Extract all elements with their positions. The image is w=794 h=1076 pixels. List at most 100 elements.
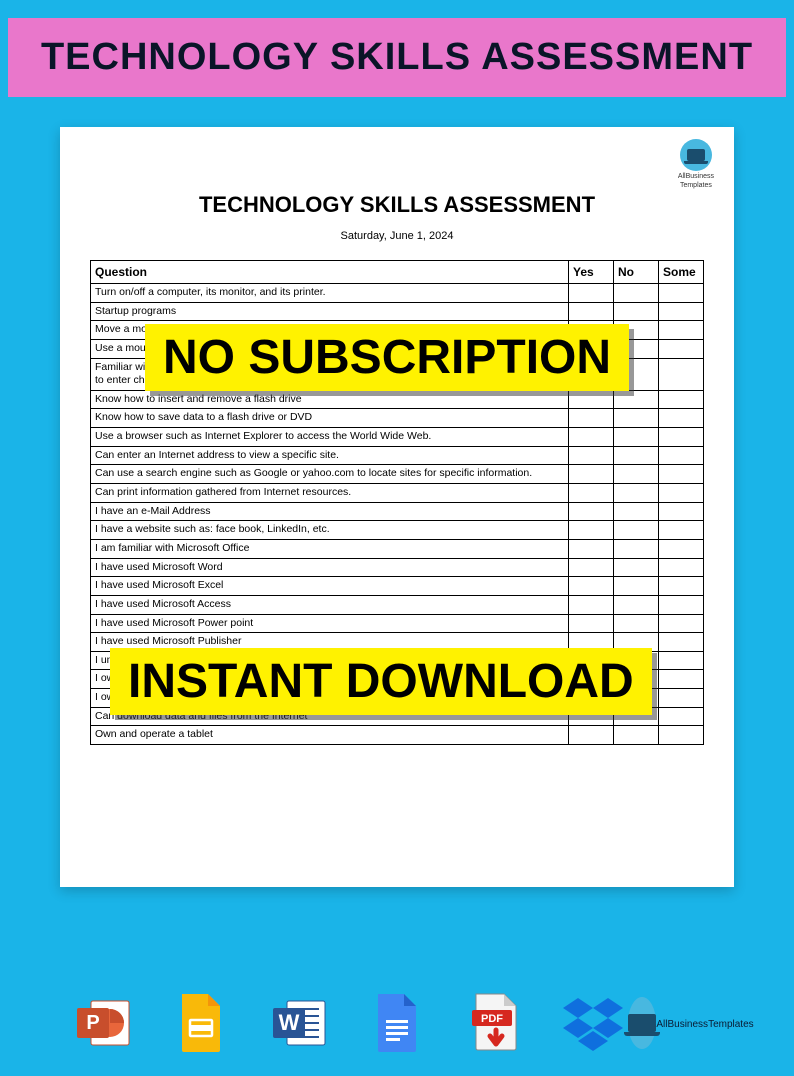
table-row: Turn on/off a computer, its monitor, and… — [91, 284, 704, 303]
no-cell — [614, 577, 659, 596]
yes-cell — [569, 502, 614, 521]
pdf-icon: PDF — [460, 988, 530, 1058]
no-cell — [614, 446, 659, 465]
yes-cell — [569, 484, 614, 503]
page-title: TECHNOLOGY SKILLS ASSESSMENT — [8, 36, 786, 79]
ab-text-1: AllBusiness — [656, 1020, 708, 1030]
no-subscription-banner: NO SUBSCRIPTION — [145, 324, 629, 391]
some-cell — [659, 446, 704, 465]
yes-cell — [569, 409, 614, 428]
some-cell — [659, 465, 704, 484]
yes-cell — [569, 539, 614, 558]
yes-cell — [569, 595, 614, 614]
question-cell: Can print information gathered from Inte… — [91, 484, 569, 503]
no-cell — [614, 521, 659, 540]
yes-cell — [569, 446, 614, 465]
allbusiness-icon: AllBusiness Templates — [656, 988, 726, 1058]
question-cell: I am familiar with Microsoft Office — [91, 539, 569, 558]
some-cell — [659, 390, 704, 409]
no-cell — [614, 614, 659, 633]
some-cell — [659, 484, 704, 503]
yes-cell — [569, 428, 614, 447]
file-format-icons: P W — [0, 988, 794, 1058]
header-question: Question — [91, 261, 569, 284]
some-cell — [659, 558, 704, 577]
table-row: Know how to insert and remove a flash dr… — [91, 390, 704, 409]
google-slides-icon — [166, 988, 236, 1058]
no-cell — [614, 465, 659, 484]
some-cell — [659, 689, 704, 708]
question-cell: I have used Microsoft Excel — [91, 577, 569, 596]
no-cell — [614, 502, 659, 521]
google-docs-icon — [362, 988, 432, 1058]
table-row: I have used Microsoft Access — [91, 595, 704, 614]
some-cell — [659, 521, 704, 540]
logo-text-1: AllBusiness — [678, 173, 714, 180]
yes-cell — [569, 521, 614, 540]
yes-cell — [569, 726, 614, 745]
question-cell: I have used Microsoft Access — [91, 595, 569, 614]
some-cell — [659, 707, 704, 726]
yes-cell — [569, 577, 614, 596]
table-row: Use a browser such as Internet Explorer … — [91, 428, 704, 447]
table-row: I have used Microsoft Word — [91, 558, 704, 577]
no-cell — [614, 595, 659, 614]
word-icon: W — [264, 988, 334, 1058]
some-cell — [659, 502, 704, 521]
question-cell: Can use a search engine such as Google o… — [91, 465, 569, 484]
some-cell — [659, 633, 704, 652]
some-cell — [659, 539, 704, 558]
svg-text:PDF: PDF — [481, 1013, 503, 1025]
document-preview: AllBusiness Templates TECHNOLOGY SKILLS … — [60, 127, 734, 887]
laptop-icon — [628, 997, 656, 1049]
table-row: I have used Microsoft Excel — [91, 577, 704, 596]
laptop-icon — [680, 139, 712, 171]
question-cell: Can enter an Internet address to view a … — [91, 446, 569, 465]
table-row: Startup programs — [91, 302, 704, 321]
no-cell — [614, 409, 659, 428]
question-cell: I have used Microsoft Word — [91, 558, 569, 577]
table-row: Can print information gathered from Inte… — [91, 484, 704, 503]
question-cell: Know how to insert and remove a flash dr… — [91, 390, 569, 409]
dropbox-icon — [558, 988, 628, 1058]
no-cell — [614, 428, 659, 447]
some-cell — [659, 670, 704, 689]
question-cell: Startup programs — [91, 302, 569, 321]
question-cell: Turn on/off a computer, its monitor, and… — [91, 284, 569, 303]
question-cell: I have an e-Mail Address — [91, 502, 569, 521]
question-cell: I have used Microsoft Power point — [91, 614, 569, 633]
no-cell — [614, 284, 659, 303]
ab-text-2: Templates — [708, 1020, 754, 1030]
no-cell — [614, 484, 659, 503]
some-cell — [659, 726, 704, 745]
table-row: Can enter an Internet address to view a … — [91, 446, 704, 465]
table-row: Can use a search engine such as Google o… — [91, 465, 704, 484]
no-cell — [614, 390, 659, 409]
table-row: Know how to save data to a flash drive o… — [91, 409, 704, 428]
svg-text:W: W — [279, 1010, 300, 1035]
some-cell — [659, 651, 704, 670]
no-cell — [614, 558, 659, 577]
powerpoint-icon: P — [68, 988, 138, 1058]
question-cell: I have a website such as: face book, Lin… — [91, 521, 569, 540]
some-cell — [659, 428, 704, 447]
svg-text:P: P — [86, 1012, 99, 1034]
table-row: I have an e-Mail Address — [91, 502, 704, 521]
yes-cell — [569, 390, 614, 409]
yes-cell — [569, 558, 614, 577]
question-cell: Own and operate a tablet — [91, 726, 569, 745]
no-cell — [614, 302, 659, 321]
instant-download-banner: INSTANT DOWNLOAD — [110, 648, 652, 715]
doc-brand-logo: AllBusiness Templates — [678, 139, 714, 189]
table-row: I am familiar with Microsoft Office — [91, 539, 704, 558]
some-cell — [659, 339, 704, 358]
logo-text-2: Templates — [678, 182, 714, 189]
yes-cell — [569, 465, 614, 484]
some-cell — [659, 409, 704, 428]
yes-cell — [569, 614, 614, 633]
no-cell — [614, 539, 659, 558]
some-cell — [659, 302, 704, 321]
some-cell — [659, 595, 704, 614]
table-header-row: Question Yes No Some — [91, 261, 704, 284]
question-cell: Use a browser such as Internet Explorer … — [91, 428, 569, 447]
